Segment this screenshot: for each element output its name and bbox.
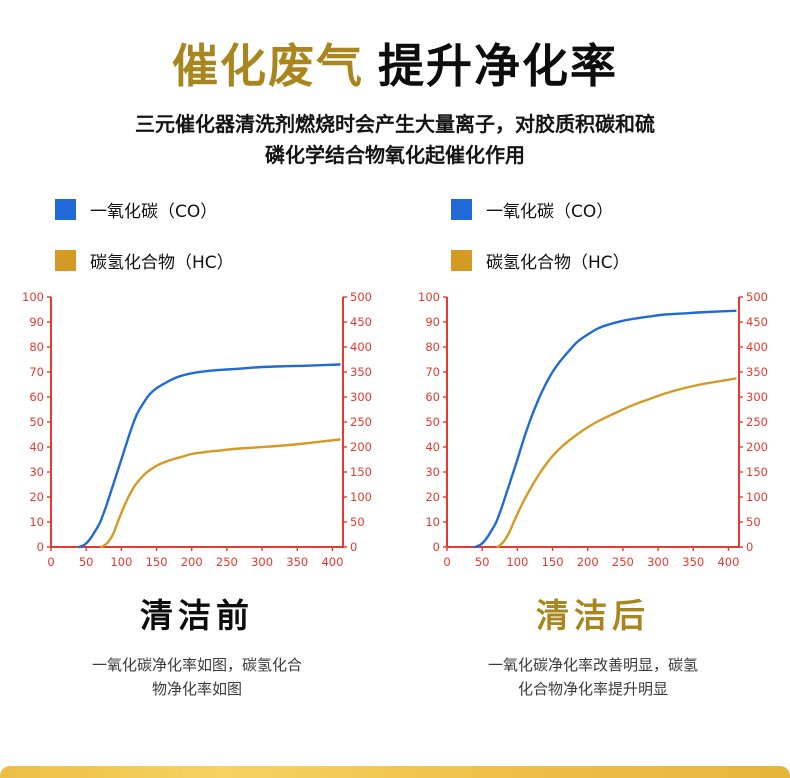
svg-text:400: 400 <box>350 340 372 354</box>
subtitle: 三元催化器清洗剂燃烧时会产生大量离子，对胶质积碳和硫 磷化学结合物氧化起催化作用 <box>85 109 705 171</box>
svg-text:150: 150 <box>350 465 372 479</box>
svg-text:50: 50 <box>79 555 94 569</box>
svg-text:70: 70 <box>29 365 44 379</box>
co-legend-label: 一氧化碳（CO） <box>486 201 614 222</box>
legend-item-hc: 碳氢化合物（HC） <box>55 248 381 273</box>
line-chart-after: 0 10 20 30 40 50 60 70 80 90 100 0 50 100 150 200 250 300… <box>418 290 768 569</box>
chart-panels: 一氧化碳（CO） 碳氢化合物（HC） 0 10 20 30 40 50 60 70 80 90 10… <box>0 193 790 701</box>
svg-text:90: 90 <box>29 315 44 329</box>
hc-legend-label: 碳氢化合物（HC） <box>486 252 630 273</box>
svg-text:250: 250 <box>746 415 768 429</box>
svg-text:100: 100 <box>350 490 372 504</box>
svg-text:80: 80 <box>29 340 44 354</box>
panel-heading-before: 清洁前 <box>140 595 254 635</box>
caption-before-line-2: 物净化率如图 <box>151 679 242 698</box>
svg-text:10: 10 <box>425 515 440 529</box>
svg-text:100: 100 <box>22 290 44 304</box>
hc-color-swatch <box>55 249 76 271</box>
legend-item-co: 一氧化碳（CO） <box>451 197 777 222</box>
svg-text:0: 0 <box>746 540 753 554</box>
panel-after-cleaning: 一氧化碳（CO） 碳氢化合物（HC） 0 10 20 30 40 50 60 70 80 90 10… <box>409 193 777 701</box>
svg-text:20: 20 <box>425 490 440 504</box>
svg-text:90: 90 <box>425 315 440 329</box>
svg-text:60: 60 <box>425 390 440 404</box>
legend-item-co: 一氧化碳（CO） <box>55 197 381 222</box>
svg-text:50: 50 <box>746 515 761 529</box>
legend-item-hc: 碳氢化合物（HC） <box>451 248 777 273</box>
caption-before-line-1: 一氧化碳净化率如图，碳氢化合 <box>91 655 302 674</box>
svg-text:10: 10 <box>29 515 44 529</box>
svg-text:40: 40 <box>29 440 44 454</box>
svg-text:400: 400 <box>717 555 739 569</box>
svg-text:0: 0 <box>433 540 440 554</box>
svg-text:300: 300 <box>350 390 372 404</box>
svg-text:250: 250 <box>612 555 634 569</box>
page-title: 催化废气 提升净化率 <box>0 40 790 93</box>
legend-after: 一氧化碳（CO） 碳氢化合物（HC） <box>451 197 777 273</box>
svg-text:50: 50 <box>350 515 365 529</box>
svg-text:500: 500 <box>350 290 372 304</box>
svg-text:200: 200 <box>350 440 372 454</box>
svg-text:200: 200 <box>577 555 599 569</box>
svg-text:300: 300 <box>647 555 669 569</box>
svg-text:100: 100 <box>746 490 768 504</box>
svg-text:250: 250 <box>350 415 372 429</box>
caption-after-line-2: 化合物净化率提升明显 <box>517 679 668 698</box>
svg-text:150: 150 <box>542 555 564 569</box>
svg-text:350: 350 <box>746 365 768 379</box>
caption-after-line-1: 一氧化碳净化率改善明显，碳氢 <box>487 655 698 674</box>
svg-text:60: 60 <box>29 390 44 404</box>
svg-text:450: 450 <box>746 315 768 329</box>
panel-heading-after: 清洁后 <box>536 595 650 635</box>
co-color-swatch <box>55 198 76 220</box>
svg-text:200: 200 <box>746 440 768 454</box>
co-color-swatch <box>451 198 472 220</box>
bottom-gold-bar <box>0 766 790 778</box>
title-main: 提升净化率 <box>378 39 618 93</box>
svg-text:350: 350 <box>350 365 372 379</box>
svg-text:50: 50 <box>29 415 44 429</box>
svg-text:0: 0 <box>443 555 450 569</box>
svg-text:400: 400 <box>746 340 768 354</box>
title-accent: 催化废气 <box>172 39 364 93</box>
svg-text:450: 450 <box>350 315 372 329</box>
svg-text:0: 0 <box>47 555 54 569</box>
svg-text:20: 20 <box>29 490 44 504</box>
svg-text:40: 40 <box>425 440 440 454</box>
svg-text:150: 150 <box>146 555 168 569</box>
svg-text:30: 30 <box>29 465 44 479</box>
svg-text:0: 0 <box>37 540 44 554</box>
svg-text:50: 50 <box>425 415 440 429</box>
svg-text:50: 50 <box>475 555 490 569</box>
svg-text:100: 100 <box>110 555 132 569</box>
svg-text:300: 300 <box>251 555 273 569</box>
panel-caption-before: 一氧化碳净化率如图，碳氢化合 物净化率如图 <box>13 653 381 701</box>
hc-color-swatch <box>451 249 472 271</box>
svg-text:100: 100 <box>506 555 528 569</box>
subtitle-line-1: 三元催化器清洗剂燃烧时会产生大量离子，对胶质积碳和硫 <box>135 111 655 136</box>
svg-text:100: 100 <box>418 290 440 304</box>
svg-text:400: 400 <box>321 555 343 569</box>
svg-text:70: 70 <box>425 365 440 379</box>
panel-caption-after: 一氧化碳净化率改善明显，碳氢 化合物净化率提升明显 <box>409 653 777 701</box>
svg-text:80: 80 <box>425 340 440 354</box>
legend-before: 一氧化碳（CO） 碳氢化合物（HC） <box>55 197 381 273</box>
svg-text:300: 300 <box>746 390 768 404</box>
svg-text:350: 350 <box>286 555 308 569</box>
panel-before-cleaning: 一氧化碳（CO） 碳氢化合物（HC） 0 10 20 30 40 50 60 70 80 90 10… <box>13 193 381 701</box>
svg-text:350: 350 <box>682 555 704 569</box>
svg-text:0: 0 <box>350 540 357 554</box>
svg-text:500: 500 <box>746 290 768 304</box>
svg-text:30: 30 <box>425 465 440 479</box>
hc-legend-label: 碳氢化合物（HC） <box>90 252 234 273</box>
svg-text:150: 150 <box>746 465 768 479</box>
svg-text:200: 200 <box>181 555 203 569</box>
subtitle-line-2: 磷化学结合物氧化起催化作用 <box>265 142 525 167</box>
header: 催化废气 提升净化率 三元催化器清洗剂燃烧时会产生大量离子，对胶质积碳和硫 磷化学… <box>0 0 790 171</box>
svg-text:250: 250 <box>216 555 238 569</box>
co-legend-label: 一氧化碳（CO） <box>90 201 218 222</box>
line-chart-before: 0 10 20 30 40 50 60 70 80 90 100 0 50 100 150 200 250 300… <box>22 290 372 569</box>
